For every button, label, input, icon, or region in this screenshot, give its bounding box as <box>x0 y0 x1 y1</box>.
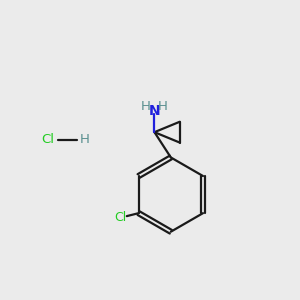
Text: Cl: Cl <box>115 211 127 224</box>
Text: Cl: Cl <box>41 133 54 146</box>
Text: H: H <box>158 100 168 113</box>
Text: H: H <box>80 133 89 146</box>
Text: H: H <box>141 100 151 113</box>
Text: N: N <box>148 104 160 118</box>
